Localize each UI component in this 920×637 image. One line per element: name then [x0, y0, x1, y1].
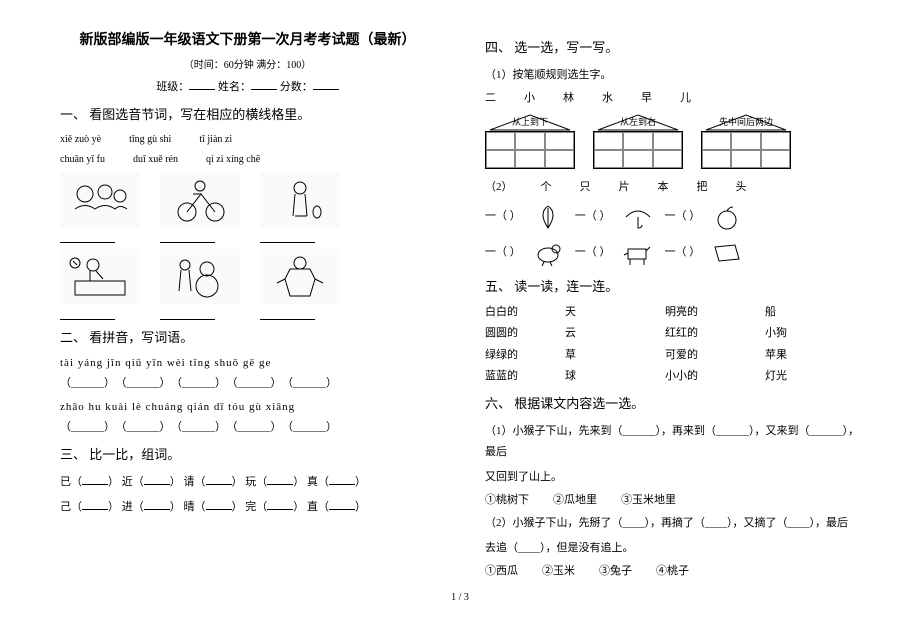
chars-row-1: 二小林水早儿 — [485, 90, 860, 108]
time-score: （时间：60分钟 满分：100） — [60, 58, 435, 74]
img-homework — [60, 249, 140, 304]
obj-row-2: 一（ ） 一（ ） 一（ ） — [485, 237, 860, 269]
left-column: 新版部编版一年级语文下册第一次月考考试题（最新） （时间：60分钟 满分：100… — [60, 30, 435, 582]
grid-2[interactable] — [593, 131, 683, 169]
section-2-title: 二、 看拼音，写词语。 — [60, 328, 435, 349]
q6-2b: 去追（____），但是没有追上。 — [485, 538, 860, 559]
image-row-1 — [60, 172, 435, 227]
answer-blank[interactable] — [260, 231, 315, 243]
house-1: 从上到下 — [485, 113, 575, 169]
section-1-title: 一、 看图选音节词，写在相应的横线格里。 — [60, 105, 435, 126]
opts-2: ①西瓜②玉米③兔子④桃子 — [485, 563, 860, 581]
grid-3[interactable] — [701, 131, 791, 169]
paren-line-1: （______）（______）（______）（______）（______） — [60, 375, 435, 393]
q6-2a: （2）小猴子下山，先掰了（____），再摘了（____），又摘了（____），最… — [485, 513, 860, 534]
pinyin-row-2: chuān yī fu duī xuě rén qí zì xíng chē — [60, 152, 435, 168]
obj-row-1: 一（ ） 一（ ） 一（ ） — [485, 201, 860, 233]
blank-row-2 — [60, 308, 435, 320]
img-snowman — [160, 249, 240, 304]
q6-1a: （1）小猴子下山，先来到（______），再来到（______），又来到（___… — [485, 421, 860, 463]
exam-title: 新版部编版一年级语文下册第一次月考考试题（最新） — [60, 30, 435, 52]
answer-blank[interactable] — [160, 231, 215, 243]
grid-1[interactable] — [485, 131, 575, 169]
match-table: 白白的天明亮的船 圆圆的云红红的小狗 绿绿的草可爱的苹果 蓝蓝的球小小的灯光 — [485, 304, 860, 386]
pinyin-row-1: xiě zuò yè tīng gù shi tī jiàn zi — [60, 132, 435, 148]
img-bike — [160, 172, 240, 227]
house-row: 从上到下 从左到右 先中间后两边 — [485, 113, 860, 169]
student-info: 班级： 姓名： 分数： — [60, 78, 435, 97]
s4-sub1: （1）按笔顺规则选生字。 — [485, 65, 860, 86]
img-listen-story — [60, 172, 140, 227]
page-number: 1 / 3 — [60, 590, 860, 606]
class-blank[interactable] — [189, 78, 215, 90]
umbrella-icon — [617, 201, 659, 233]
s3-row-2: 己（） 进（） 晴（） 完（） 直（） — [60, 497, 435, 518]
right-column: 四、 选一选，写一写。 （1）按笔顺规则选生字。 二小林水早儿 从上到下 从左到… — [485, 30, 860, 582]
bird-icon — [527, 237, 569, 269]
pinyin-line-1: tài yáng jīn qiū yīn wèi tīng shuō gē ge — [60, 355, 435, 373]
section-5-title: 五、 读一读，连一连。 — [485, 277, 860, 298]
s3-row-1: 已（） 近（） 请（） 玩（） 真（） — [60, 472, 435, 493]
section-3-title: 三、 比一比，组词。 — [60, 445, 435, 466]
cow-icon — [617, 237, 659, 269]
book-icon — [706, 237, 748, 269]
img-shuttlecock — [260, 172, 340, 227]
chars-row-2: （2）个只片本把头 — [485, 179, 860, 197]
answer-blank[interactable] — [160, 308, 215, 320]
name-blank[interactable] — [251, 78, 277, 90]
pinyin-line-2: zhāo hu kuài lè chuáng qián dī tóu gù xi… — [60, 399, 435, 417]
answer-blank[interactable] — [60, 308, 115, 320]
answer-blank[interactable] — [60, 231, 115, 243]
image-row-2 — [60, 249, 435, 304]
answer-blank[interactable] — [260, 308, 315, 320]
score-blank[interactable] — [313, 78, 339, 90]
leaf-icon — [527, 201, 569, 233]
q6-1b: 又回到了山上。 — [485, 467, 860, 488]
apple-icon — [706, 201, 748, 233]
img-dressing — [260, 249, 340, 304]
house-3: 先中间后两边 — [701, 113, 791, 169]
blank-row-1 — [60, 231, 435, 243]
section-6-title: 六、 根据课文内容选一选。 — [485, 394, 860, 415]
opts-1: ①桃树下②瓜地里③玉米地里 — [485, 492, 860, 510]
house-2: 从左到右 — [593, 113, 683, 169]
paren-line-2: （______）（______）（______）（______）（______） — [60, 419, 435, 437]
section-4-title: 四、 选一选，写一写。 — [485, 38, 860, 59]
